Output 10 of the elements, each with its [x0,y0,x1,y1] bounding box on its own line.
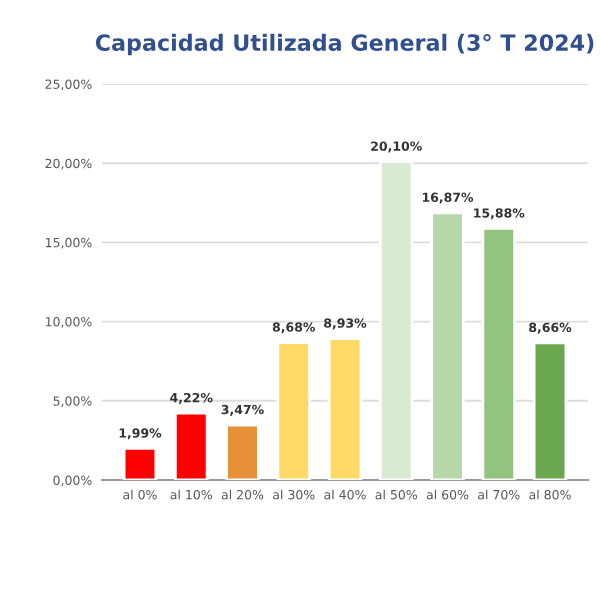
bar [481,227,517,480]
bar [532,341,568,480]
bar [430,211,465,480]
bar [378,160,414,480]
chart-title: Capacidad Utilizada General (3° T 2024) [95,33,594,56]
bar [276,341,312,480]
bar [122,447,158,480]
bar [327,337,363,480]
bar [173,411,209,480]
bar [225,423,260,480]
